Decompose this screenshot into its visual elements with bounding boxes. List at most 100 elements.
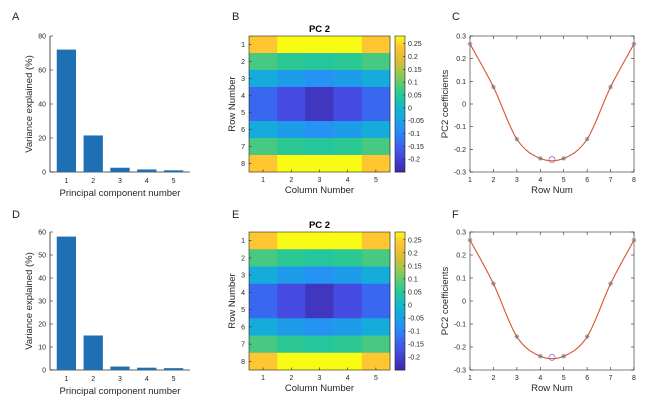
y-axis-title: PC2 coefficients [440,267,451,336]
colorbar-segment [395,243,405,247]
colorbar-segment [395,144,405,148]
heatmap-cell-r2-c4 [333,53,363,71]
colorbar-segment [395,314,405,318]
colorbar-segment [395,149,405,152]
colorbar-segment [395,140,405,143]
y-tick-label: 7 [241,342,245,349]
y-tick-label: 5 [241,110,245,117]
colorbar-segment [395,234,405,237]
y-axis-title: Variance explained (%) [24,55,35,153]
panel-label: F [452,209,459,221]
colorbar-segment [395,101,405,105]
y-tick-label: -0.3 [454,368,466,375]
data-point-1 [467,41,473,47]
colorbar-segment [395,138,405,141]
colorbar-segment [395,58,405,62]
x-tick-label: 3 [515,375,519,382]
colorbar-segment [395,328,405,332]
coefficient-curve [469,43,635,162]
y-tick-label: 0 [462,299,466,306]
heatmap-cell-r5-c2 [277,104,306,122]
x-tick-label: 4 [346,177,350,184]
heatmap-cell-r4-c4 [333,87,363,105]
y-tick-label: 1 [241,238,245,245]
heatmap-cell-r7-c4 [333,138,363,156]
colorbar-segment [395,349,405,352]
colorbar-segment [395,117,405,121]
asterisk-stroke [632,238,636,242]
colorbar-segment [395,248,405,251]
x-tick-label: 8 [632,177,636,184]
heatmap-cell-r8-c4 [333,352,363,371]
y-tick-label: 20 [38,322,46,329]
colorbar-segment [395,344,405,348]
y-tick-label: 80 [38,34,46,41]
colorbar-segment [395,307,405,311]
heatmap-cell-r3-c2 [277,70,306,88]
colorbar-tick-label: -0.05 [408,315,424,322]
colorbar-segment [395,133,405,137]
heatmap-cell-r7-c5 [361,335,391,354]
heatmap-cell-r6-c3 [305,121,334,139]
colorbar-segment [395,245,405,249]
heatmap-cell-r1-c1 [249,232,278,250]
y-tick-label: 0.3 [456,230,466,237]
heatmap-cell-r5-c3 [305,301,334,319]
colorbar-tick-label: -0.15 [408,341,424,348]
heatmap-cell-r2-c2 [277,53,306,71]
colorbar-segment [395,94,405,98]
colorbar-segment [395,113,405,116]
data-point-5 [561,156,567,161]
colorbar-segment [395,38,405,41]
y-axis-title: Row Number [227,273,238,328]
colorbar-segment [395,305,405,309]
heatmap-cell-r1-c2 [277,36,306,54]
x-axis-title: Principal component number [60,188,181,199]
heatmap-cell-r1-c1 [249,36,278,54]
data-point-4 [537,353,543,359]
heatmap-cell-r4-c3 [305,283,334,302]
colorbar-tick-label: 0 [408,302,412,309]
heatmap-cell-r8-c2 [277,155,306,173]
bar-1 [56,49,77,172]
heatmap-cell-r5-c4 [333,301,363,319]
data-point-4 [537,156,543,161]
colorbar-segment [395,340,405,343]
data-point-7 [608,281,613,287]
colorbar-segment [395,88,405,91]
colorbar-segment [395,275,405,279]
colorbar-tick-label: -0.2 [408,354,420,361]
minimum-marker [548,353,556,361]
x-tick-label: 2 [91,178,95,185]
heatmap-title: PC 2 [309,220,330,231]
colorbar-tick-label: 0.25 [408,41,422,48]
heatmap-cell-r7-c4 [333,335,363,354]
colorbar-segment [395,261,405,265]
heatmap-cell-r8-c1 [249,155,278,173]
x-tick-label: 3 [118,376,122,383]
y-tick-label: 40 [38,102,46,109]
colorbar-segment [395,76,405,80]
x-tick-label: 7 [609,375,613,382]
colorbar-segment [395,158,405,162]
colorbar-segment [395,301,405,304]
x-tick-label: 2 [289,375,293,382]
heatmap-cell-r4-c4 [333,283,363,302]
heatmap-cell-r3-c1 [249,70,278,88]
heatmap-title: PC 2 [309,24,330,35]
colorbar-segment [395,303,405,306]
heatmap-cell-r1-c5 [361,36,391,54]
data-point-2 [491,84,496,90]
heatmap-cell-r2-c1 [249,249,278,267]
colorbar-segment [395,126,405,130]
colorbar-segment [395,287,405,290]
heatmap-cell-r6-c2 [277,318,306,336]
asterisk-stroke [608,85,613,89]
colorbar-segment [395,40,405,44]
heatmap-cell-r3-c2 [277,266,306,285]
y-tick-label: 10 [38,345,46,352]
bar-5 [163,170,184,172]
colorbar-tick-label: -0.05 [408,118,424,125]
colorbar-segment [395,310,405,313]
asterisk-stroke [491,281,496,286]
